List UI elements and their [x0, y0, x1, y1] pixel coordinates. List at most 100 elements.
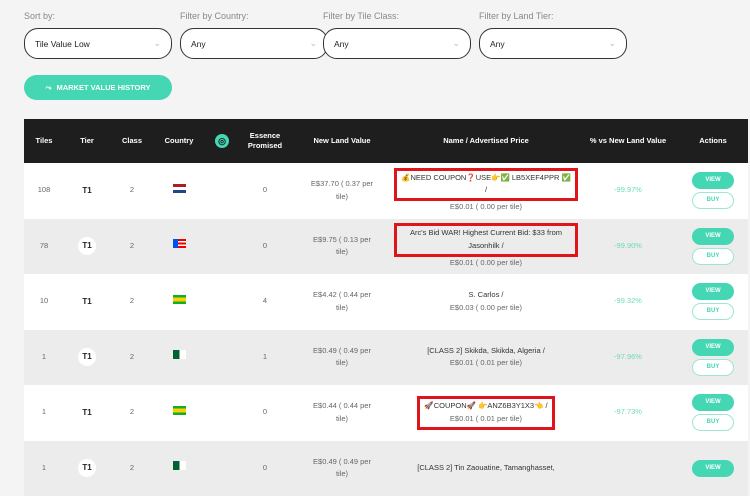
essence-cell: 0	[240, 385, 290, 441]
column-header[interactable]: Name / Advertised Price	[394, 119, 578, 163]
listing-name[interactable]: [CLASS 2] Skikda, Skikda, Algeria /	[427, 346, 545, 355]
table-row[interactable]: 108 T1 2 0 E$37.70 ( 0.37 per tile) 💰NEE…	[24, 163, 748, 219]
column-header[interactable]: Tiles	[24, 119, 64, 163]
filter-label: Filter by Land Tier:	[479, 11, 554, 21]
filter-label: Filter by Tile Class:	[323, 11, 399, 21]
essence-cell: 4	[240, 274, 290, 330]
name-price-cell: 💰NEED COUPON❓USE👉✅ LB5XEF4PPR ✅ / E$0.01 …	[394, 163, 578, 219]
name-price-cell: [CLASS 2] Tin Zaouatine, Tamanghasset,	[394, 441, 578, 496]
class-cell: 2	[110, 274, 154, 330]
land-value-cell: E$0.44 ( 0.44 per tile)	[290, 385, 394, 441]
view-button[interactable]: VIEW	[692, 460, 734, 477]
listing-name[interactable]: Arc's Bid WAR! Highest Current Bid: $33 …	[410, 228, 562, 250]
chevron-down-icon: ⌄	[153, 38, 161, 49]
view-button[interactable]: VIEW	[692, 172, 734, 189]
column-header[interactable]: Class	[110, 119, 154, 163]
table-row[interactable]: 78 T1 2 0 E$9.75 ( 0.13 per tile) Arc's …	[24, 219, 748, 275]
tiles-cell: 1	[24, 385, 64, 441]
column-header[interactable]: New Land Value	[290, 119, 394, 163]
class-cell: 2	[110, 163, 154, 219]
buy-button[interactable]: BUY	[692, 414, 734, 431]
land-value-cell: E$0.49 ( 0.49 per tile)	[290, 330, 394, 386]
chevron-down-icon: ⌄	[309, 38, 317, 49]
buy-button[interactable]: BUY	[692, 359, 734, 376]
puerto-rico-flag-icon	[173, 239, 186, 248]
tier-badge: T1	[78, 348, 96, 366]
name-price-cell: 🚀COUPON🚀 👉ANZ6B3Y1X3👈 / E$0.01 ( 0.01 per…	[394, 385, 578, 441]
tier-badge: T1	[78, 459, 96, 477]
name-price-cell: Arc's Bid WAR! Highest Current Bid: $33 …	[394, 219, 578, 275]
column-header[interactable]: Country	[154, 119, 204, 163]
algeria-flag-icon	[173, 350, 186, 359]
advertised-price: E$0.01 ( 0.00 per tile)	[394, 257, 578, 270]
tiles-cell: 1	[24, 441, 64, 496]
essence-cell: 0	[240, 219, 290, 275]
pct-cell: -97.96%	[578, 330, 678, 386]
land-value-cell: E$37.70 ( 0.37 per tile)	[290, 163, 394, 219]
algeria-flag-icon	[173, 461, 186, 470]
column-header[interactable]: Essence Promised	[240, 119, 290, 163]
chevron-down-icon: ⌄	[608, 38, 616, 49]
view-button[interactable]: VIEW	[692, 283, 734, 300]
filter-select[interactable]: Tile Value Low⌄	[24, 28, 172, 59]
pct-cell: -97.73%	[578, 385, 678, 441]
header-essence-icon: ◎	[204, 119, 240, 163]
tiles-cell: 78	[24, 219, 64, 275]
chevron-down-icon: ⌄	[452, 38, 460, 49]
listing-name[interactable]: 🚀COUPON🚀 👉ANZ6B3Y1X3👈 /	[424, 401, 547, 410]
class-cell: 2	[110, 441, 154, 496]
tier-badge: T1	[78, 182, 96, 200]
name-price-cell: S. Carlos / E$0.03 ( 0.00 per tile)	[394, 274, 578, 330]
advertised-price: E$0.01 ( 0.01 per tile)	[424, 413, 547, 426]
pct-cell: -99.90%	[578, 219, 678, 275]
sao-tome-flag-icon	[173, 295, 186, 304]
listing-name[interactable]: S. Carlos /	[468, 290, 503, 299]
buy-button[interactable]: BUY	[692, 248, 734, 265]
essence-cell: 0	[240, 163, 290, 219]
essence-cell: 1	[240, 330, 290, 386]
sao-tome-flag-icon	[173, 406, 186, 415]
advertised-price: E$0.03 ( 0.00 per tile)	[394, 302, 578, 315]
pct-cell: -99.97%	[578, 163, 678, 219]
tiles-cell: 108	[24, 163, 64, 219]
essence-cell: 0	[240, 441, 290, 496]
column-header[interactable]: Actions	[678, 119, 748, 163]
filter-select[interactable]: Any⌄	[180, 28, 328, 59]
tiles-cell: 1	[24, 330, 64, 386]
table-row[interactable]: 1 T1 2 0 E$0.49 ( 0.49 per tile) [CLASS …	[24, 441, 748, 496]
land-value-cell: E$9.75 ( 0.13 per tile)	[290, 219, 394, 275]
filter-select[interactable]: Any⌄	[323, 28, 471, 59]
name-price-cell: [CLASS 2] Skikda, Skikda, Algeria / E$0.0…	[394, 330, 578, 386]
essence-coin-icon: ◎	[215, 134, 229, 148]
advertised-price: E$0.01 ( 0.01 per tile)	[394, 357, 578, 370]
table-row[interactable]: 1 T1 2 0 E$0.44 ( 0.44 per tile) 🚀COUPON…	[24, 385, 748, 441]
land-value-cell: E$4.42 ( 0.44 per tile)	[290, 274, 394, 330]
filter-label: Sort by:	[24, 11, 55, 21]
advertised-price: E$0.01 ( 0.00 per tile)	[394, 201, 578, 214]
table-row[interactable]: 10 T1 2 4 E$4.42 ( 0.44 per tile) S. Car…	[24, 274, 748, 330]
view-button[interactable]: VIEW	[692, 339, 734, 356]
listing-name[interactable]: [CLASS 2] Tin Zaouatine, Tamanghasset,	[417, 463, 554, 472]
tier-badge: T1	[78, 404, 96, 422]
buy-button[interactable]: BUY	[692, 192, 734, 209]
class-cell: 2	[110, 330, 154, 386]
pct-cell	[578, 441, 678, 496]
tiles-cell: 10	[24, 274, 64, 330]
land-value-cell: E$0.49 ( 0.49 per tile)	[290, 441, 394, 496]
tier-badge: T1	[78, 293, 96, 311]
filter-label: Filter by Country:	[180, 11, 249, 21]
view-button[interactable]: VIEW	[692, 394, 734, 411]
column-header[interactable]: % vs New Land Value	[578, 119, 678, 163]
filter-select[interactable]: Any⌄	[479, 28, 627, 59]
chart-line-icon: ⤳	[45, 83, 51, 93]
column-header[interactable]: Tier	[64, 119, 110, 163]
listing-name[interactable]: 💰NEED COUPON❓USE👉✅ LB5XEF4PPR ✅ /	[401, 173, 571, 195]
table-row[interactable]: 1 T1 2 1 E$0.49 ( 0.49 per tile) [CLASS …	[24, 330, 748, 386]
view-button[interactable]: VIEW	[692, 228, 734, 245]
market-value-history-button[interactable]: ⤳MARKET VALUE HISTORY	[24, 75, 172, 100]
netherlands-flag-icon	[173, 184, 186, 193]
class-cell: 2	[110, 219, 154, 275]
pct-cell: -99.32%	[578, 274, 678, 330]
buy-button[interactable]: BUY	[692, 303, 734, 320]
